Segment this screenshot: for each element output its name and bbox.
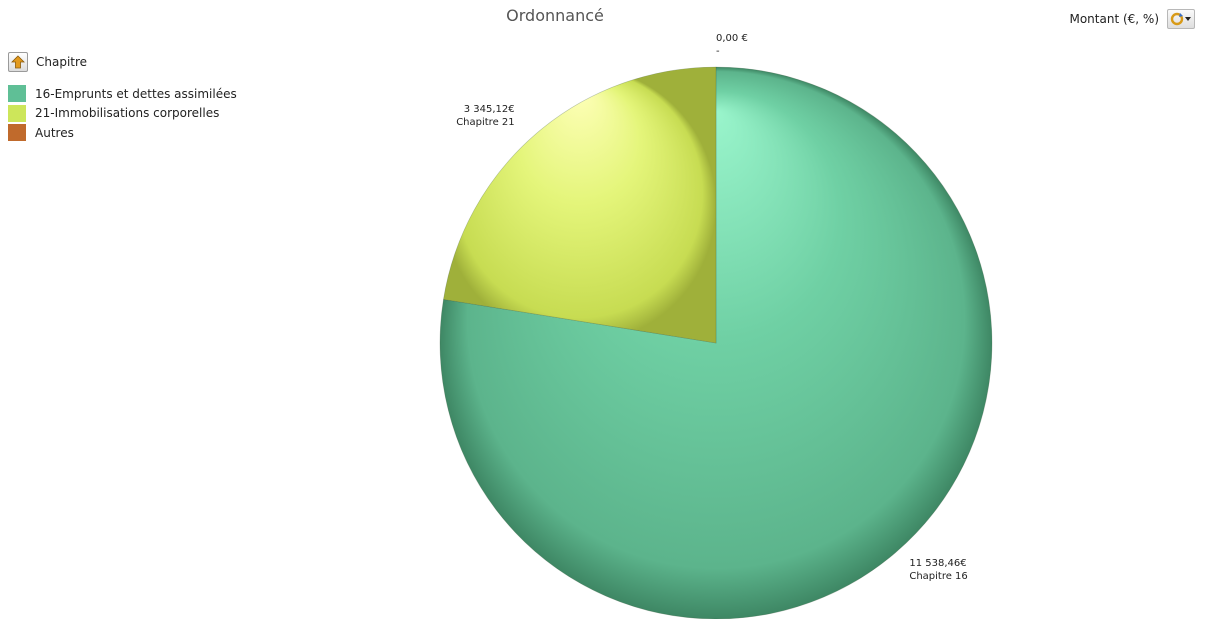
drill-up-button[interactable]: Chapitre — [8, 52, 237, 72]
refresh-menu-button[interactable] — [1167, 9, 1195, 29]
slice-value-label: 3 345,12€ — [464, 104, 515, 115]
slice-category-label: - — [716, 46, 720, 57]
up-arrow-icon — [8, 52, 28, 72]
measure-selector: Montant (€, %) — [1069, 9, 1195, 29]
legend: Chapitre 16-Emprunts et dettes assimilée… — [8, 52, 237, 143]
legend-swatch — [8, 124, 26, 142]
pie-slice[interactable] — [439, 66, 993, 619]
chart-title: Ordonnancé — [506, 6, 604, 25]
legend-swatch — [8, 104, 26, 122]
slice-category-label: Chapitre 21 — [456, 117, 514, 128]
pie-slice[interactable] — [443, 66, 717, 344]
slice-value-label: 11 538,46€ — [909, 558, 966, 569]
slice-category-label: Chapitre 16 — [909, 571, 967, 582]
legend-label: 16-Emprunts et dettes assimilées — [35, 86, 237, 101]
slice-value-label: 0,00 € — [716, 33, 748, 44]
legend-item-autres[interactable]: Autres — [8, 123, 237, 143]
legend-item-chapitre-16[interactable]: 16-Emprunts et dettes assimilées — [8, 84, 237, 104]
measure-label: Montant (€, %) — [1069, 12, 1159, 26]
legend-title: Chapitre — [36, 55, 88, 69]
refresh-dropdown-icon — [1170, 12, 1191, 26]
legend-label: Autres — [35, 125, 74, 140]
legend-item-chapitre-21[interactable]: 21-Immobilisations corporelles — [8, 104, 237, 124]
legend-swatch — [8, 85, 26, 103]
legend-label: 21-Immobilisations corporelles — [35, 106, 220, 121]
